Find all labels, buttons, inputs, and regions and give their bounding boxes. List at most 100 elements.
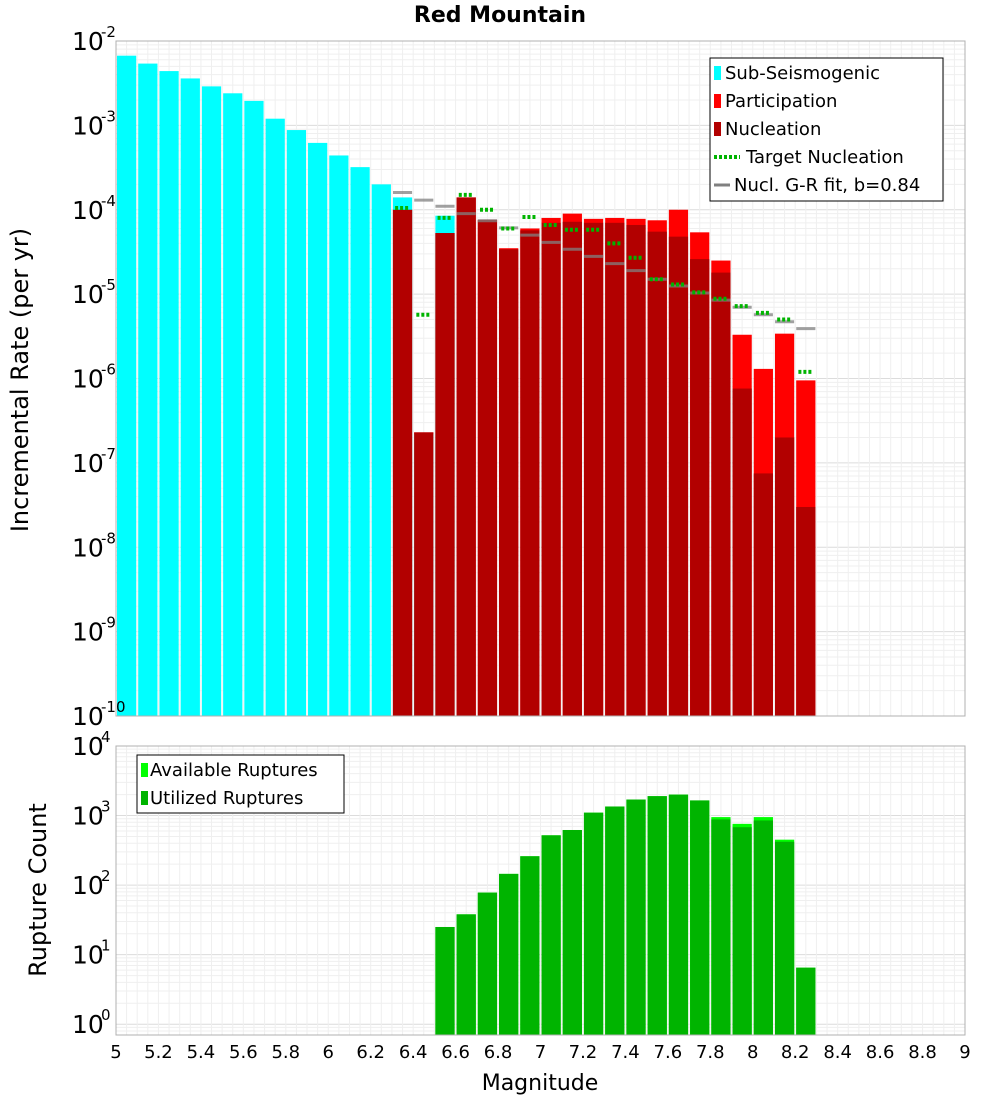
nucleation-bar (690, 259, 710, 716)
x-tick-label: 6.8 (484, 1042, 513, 1063)
x-tick-label: 6 (323, 1042, 334, 1063)
x-tick-label: 7.2 (569, 1042, 598, 1063)
y-tick-label: 10 (72, 111, 104, 140)
y-tick-exponent: 3 (101, 798, 111, 816)
nucleation-bar (732, 388, 752, 716)
legend-label-avail: Available Ruptures (150, 760, 318, 781)
x-tick-label: 6.4 (399, 1042, 428, 1063)
y-tick-label: 10 (72, 941, 104, 970)
utilized-ruptures-bar (520, 856, 540, 1035)
sub-seismogenic-bar (180, 78, 200, 717)
sub-seismogenic-bar (138, 63, 158, 716)
legend-label-target: Target Nucleation (745, 147, 904, 168)
x-tick-label: 8.6 (866, 1042, 895, 1063)
x-tick-label: 8.2 (781, 1042, 810, 1063)
sub-seismogenic-bar (350, 167, 370, 716)
nucleation-bar (541, 222, 561, 716)
y-tick-label: 10 (72, 196, 104, 225)
utilized-ruptures-bar (774, 841, 795, 1035)
nucleation-bar (668, 236, 689, 716)
y-tick-label: 10 (72, 533, 104, 562)
utilized-ruptures-bar (477, 892, 498, 1035)
legend-swatch-part (714, 94, 721, 108)
nucleation-bar (456, 197, 476, 717)
nucleation-bar (520, 230, 540, 716)
nucleation-bar (477, 219, 498, 717)
x-tick-label: 6.6 (441, 1042, 470, 1063)
y-tick-label: 10 (72, 449, 104, 478)
nucleation-bar (414, 432, 434, 716)
nucleation-bar (605, 222, 625, 716)
x-tick-label: 5.2 (144, 1042, 173, 1063)
sub-seismogenic-bar (308, 142, 328, 716)
nucleation-bar (753, 473, 773, 716)
utilized-ruptures-bar (583, 812, 604, 1035)
sub-seismogenic-bar (159, 71, 179, 716)
y-tick-exponent: -7 (101, 445, 116, 463)
nucleation-bar (499, 249, 519, 716)
sub-seismogenic-bar (117, 55, 137, 717)
y-tick-exponent: -5 (101, 276, 116, 294)
nucleation-bar (647, 231, 667, 716)
y-tick-exponent: -9 (101, 614, 116, 632)
y-tick-label: 10 (72, 618, 104, 647)
x-tick-label: 7.4 (611, 1042, 640, 1063)
y-tick-exponent: -2 (101, 23, 116, 41)
y-tick-label: 10 (72, 871, 104, 900)
x-tick-label: 5.6 (229, 1042, 258, 1063)
nucleation-bar (392, 209, 413, 716)
y-tick-exponent: -3 (101, 107, 116, 125)
utilized-ruptures-bar (647, 796, 667, 1035)
legend-label-used: Utilized Ruptures (150, 788, 303, 809)
top-legend-box (709, 57, 944, 202)
legend-swatch-nucl (714, 122, 721, 136)
nucleation-bar (583, 222, 604, 716)
y-tick-label: 10 (72, 1010, 104, 1039)
x-tick-label: 7.8 (696, 1042, 725, 1063)
nucleation-bar (774, 437, 795, 716)
legend-swatch-avail (141, 763, 148, 777)
utilized-ruptures-bar (605, 806, 625, 1035)
chart-title: Red Mountain (414, 3, 586, 28)
sub-seismogenic-bar (244, 100, 264, 717)
legend-label-sub: Sub-Seismogenic (725, 63, 880, 84)
x-tick-label: 8.4 (823, 1042, 852, 1063)
x-tick-labels: 5 5.2 5.4 5.6 5.8 6 6.2 6.4 6.6 6.8 7 7.2 7.4 7.6 7.8 8… (110, 1042, 970, 1063)
x-tick-label: 7 (535, 1042, 546, 1063)
y-tick-label: 10 (72, 280, 104, 309)
y-tick-label: 10 (72, 732, 104, 761)
legend-label-part: Participation (725, 91, 837, 112)
nucleation-bar (435, 233, 455, 716)
x-tick-label: 5.4 (187, 1042, 216, 1063)
sub-seismogenic-bar (329, 155, 349, 716)
x-tick-label: 5.8 (271, 1042, 300, 1063)
y-tick-exponent: 2 (101, 867, 111, 885)
utilized-ruptures-bar (541, 835, 561, 1035)
x-tick-label: 9 (959, 1042, 970, 1063)
bottom-y-axis-label: Rupture Count (24, 803, 52, 977)
utilized-ruptures-bar (668, 794, 689, 1035)
bottom-legend-box (136, 754, 345, 814)
nucleation-bar (626, 224, 646, 716)
y-tick-exponent: 0 (101, 1006, 111, 1024)
top-plot-frame (115, 40, 966, 717)
y-tick-exponent: 1 (101, 937, 111, 955)
y-tick-exponent: 4 (101, 728, 111, 746)
x-tick-label: 8 (747, 1042, 758, 1063)
legend-label-nucl: Nucleation (725, 119, 821, 140)
y-tick-exponent: -10 (101, 698, 126, 716)
utilized-ruptures-bar (753, 820, 773, 1035)
y-tick-label: 10 (72, 702, 104, 731)
nucleation-bar (562, 221, 582, 716)
legend-label-gr: Nucl. G-R fit, b=0.84 (734, 175, 920, 196)
utilized-ruptures-bar (690, 800, 710, 1035)
nucleation-bar (711, 272, 731, 716)
y-tick-label: 10 (72, 365, 104, 394)
nucleation-bar (796, 506, 816, 716)
top-y-axis-label: Incremental Rate (per yr) (6, 228, 34, 532)
utilized-ruptures-bar (499, 873, 519, 1035)
legend-swatch-used (141, 791, 148, 805)
